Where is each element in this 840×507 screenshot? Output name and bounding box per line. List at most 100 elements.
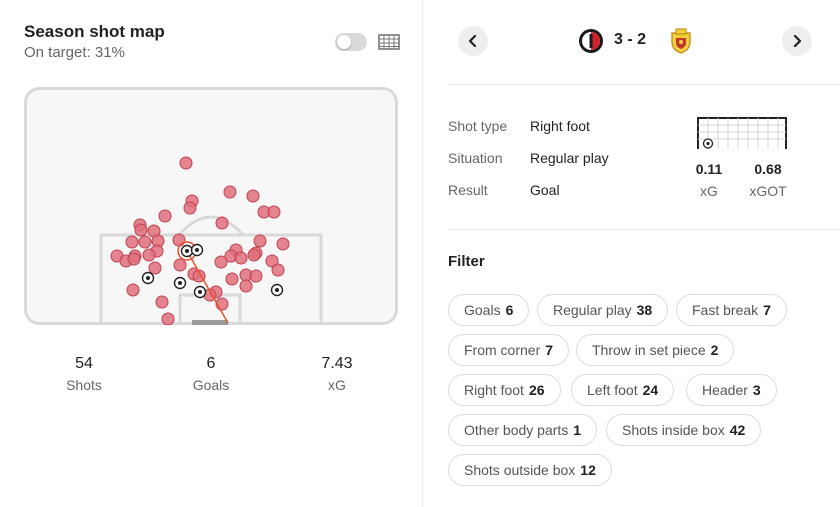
- stat-goals: 6 Goals: [151, 354, 271, 396]
- shot-marker[interactable]: [125, 235, 139, 249]
- shot-marker[interactable]: [126, 283, 140, 297]
- stat-label: Goals: [192, 377, 230, 393]
- detail-key: Situation: [448, 150, 503, 166]
- stat-value: 54: [75, 355, 93, 372]
- filter-chip-from-corner[interactable]: From corner 7: [448, 334, 570, 366]
- chip-label: Goals: [464, 302, 501, 318]
- soccer-ball-icon: [702, 138, 714, 149]
- goal-marker[interactable]: [190, 243, 204, 257]
- shot-marker[interactable]: [249, 269, 263, 283]
- selected-shot-trajectory: [186, 250, 229, 324]
- stat-label: Shots: [66, 377, 102, 393]
- soccer-ball-center: [198, 290, 202, 294]
- shot-marker[interactable]: [267, 205, 281, 219]
- detail-value: Goal: [530, 182, 560, 198]
- filter-chip-goals[interactable]: Goals 6: [448, 294, 530, 326]
- filter-chip-regular-play[interactable]: Regular play 38: [537, 294, 669, 326]
- filter-chip-left-foot[interactable]: Left foot 24: [571, 374, 675, 406]
- shot-marker[interactable]: [276, 237, 290, 251]
- filter-chip-fast-break[interactable]: Fast break 7: [676, 294, 787, 326]
- panel-title: Season shot map: [24, 22, 165, 41]
- chip-label: Left foot: [587, 382, 638, 398]
- stat-value: 7.43: [321, 355, 353, 372]
- go-ahead-eagles-crest: [671, 28, 691, 54]
- shot-marker[interactable]: [192, 269, 206, 283]
- toggle-knob: [337, 35, 351, 49]
- filter-chip-shots-outside-box[interactable]: Shots outside box 12: [448, 454, 612, 486]
- previous-shot-button[interactable]: [458, 26, 488, 56]
- shot-marker[interactable]: [215, 216, 229, 230]
- shot-marker[interactable]: [225, 272, 239, 286]
- chip-label: Shots outside box: [464, 462, 576, 478]
- soccer-ball-center: [185, 249, 189, 253]
- shot-marker[interactable]: [179, 156, 193, 170]
- penalty-box: [99, 233, 323, 323]
- match-score: 3 - 2: [614, 31, 647, 48]
- chip-count: 6: [505, 302, 514, 318]
- goal-net-icon[interactable]: [378, 34, 400, 50]
- shot-detail-panel: 3 - 2 Shot type Right foot Situation Reg…: [424, 0, 840, 507]
- chip-count: 38: [636, 302, 653, 318]
- shot-marker[interactable]: [158, 209, 172, 223]
- chip-count: 7: [763, 302, 771, 318]
- shot-marker[interactable]: [155, 295, 169, 309]
- shot-marker[interactable]: [239, 279, 253, 293]
- divider: [448, 84, 840, 85]
- chip-count: 26: [528, 382, 545, 398]
- detail-value: Regular play: [530, 150, 609, 166]
- chip-count: 1: [573, 422, 582, 438]
- chip-label: Right foot: [464, 382, 524, 398]
- shot-marker[interactable]: [134, 223, 148, 237]
- shot-marker[interactable]: [127, 252, 141, 266]
- season-stats: 54 Shots 6 Goals 7.43 xG: [24, 354, 398, 398]
- shot-marker[interactable]: [172, 233, 186, 247]
- goal-marker[interactable]: [193, 285, 207, 299]
- shot-marker[interactable]: [247, 248, 261, 262]
- shot-marker[interactable]: [161, 312, 175, 325]
- xg-value: 0.11: [695, 161, 723, 177]
- soccer-ball-center: [195, 248, 199, 252]
- soccer-ball-center: [275, 288, 279, 292]
- stat-xg: 7.43 xG: [277, 354, 397, 396]
- chip-count: 3: [752, 382, 761, 398]
- shot-marker[interactable]: [173, 258, 187, 272]
- shot-marker[interactable]: [183, 201, 197, 215]
- chip-count: 7: [545, 342, 554, 358]
- shot-marker[interactable]: [234, 251, 248, 265]
- goal-frame-diagram: [697, 117, 787, 149]
- goal-marker[interactable]: [141, 271, 155, 285]
- stat-shots: 54 Shots: [24, 354, 144, 396]
- filter-chip-header[interactable]: Header 3: [686, 374, 777, 406]
- shot-marker[interactable]: [148, 261, 162, 275]
- shot-marker[interactable]: [138, 235, 152, 249]
- chevron-left-icon: [468, 35, 477, 47]
- chip-label: Header: [702, 382, 748, 398]
- xgot-value: 0.68: [754, 161, 782, 177]
- shot-marker[interactable]: [265, 254, 279, 268]
- shot-marker[interactable]: [246, 189, 260, 203]
- goal-marker[interactable]: [270, 283, 284, 297]
- shot-marker[interactable]: [253, 234, 267, 248]
- divider: [448, 229, 840, 230]
- shot-marker[interactable]: [223, 185, 237, 199]
- filter-chip-other-body-parts[interactable]: Other body parts 1: [448, 414, 598, 446]
- xg-label: xG: [700, 183, 718, 199]
- filter-chip-right-foot[interactable]: Right foot 26: [448, 374, 561, 406]
- view-toggle[interactable]: [335, 33, 367, 51]
- detail-key: Shot type: [448, 118, 508, 134]
- chip-label: Fast break: [692, 302, 759, 318]
- filter-chip-shots-inside-box[interactable]: Shots inside box 42: [606, 414, 762, 446]
- detail-key: Result: [448, 182, 488, 198]
- filter-chip-throw-in-set-piece[interactable]: Throw in set piece 2: [576, 334, 735, 366]
- on-target-subtitle: On target: 31%: [24, 44, 125, 61]
- shot-marker[interactable]: [142, 248, 156, 262]
- chip-label: From corner: [464, 342, 541, 358]
- next-shot-button[interactable]: [782, 26, 812, 56]
- chip-label: Regular play: [553, 302, 632, 318]
- shot-marker[interactable]: [271, 263, 285, 277]
- goal-marker[interactable]: [173, 276, 187, 290]
- chip-count: 42: [729, 422, 746, 438]
- shot-marker[interactable]: [214, 255, 228, 269]
- feyenoord-crest: [579, 29, 603, 53]
- shot-map-pitch: [24, 87, 398, 325]
